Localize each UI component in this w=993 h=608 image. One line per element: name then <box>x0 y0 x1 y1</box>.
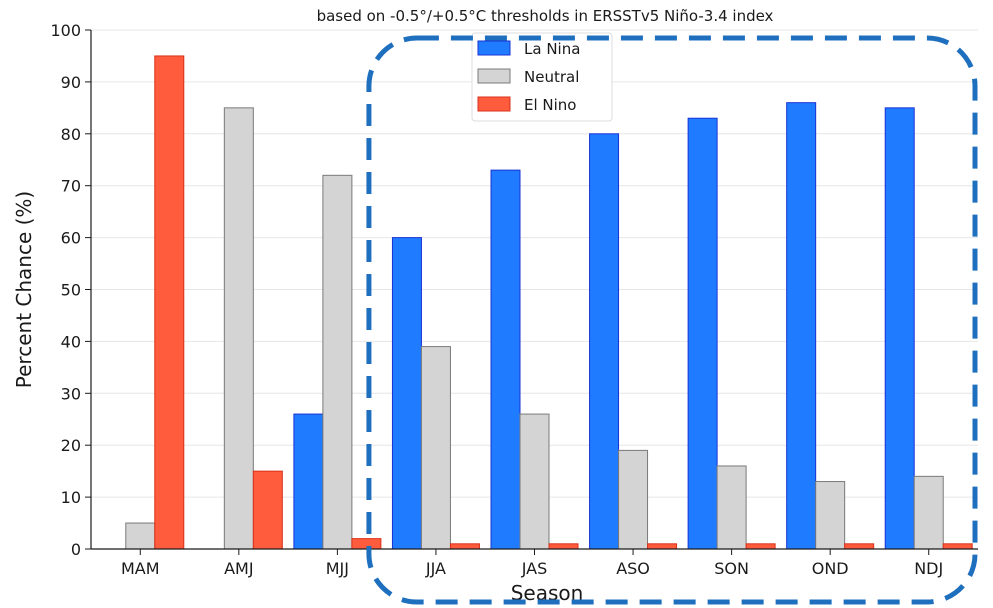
bar-neutral-ndj <box>913 475 944 550</box>
bar-neutral-ond <box>815 481 846 550</box>
y-tick-label: 60 <box>61 229 81 248</box>
x-tick-label: AMJ <box>224 559 253 578</box>
bar-el-nino-jja <box>449 543 480 550</box>
bars <box>96 55 973 550</box>
y-tick-label: 70 <box>61 177 81 196</box>
bar-la-nina-jja <box>391 237 422 550</box>
y-tick-label: 80 <box>61 125 81 144</box>
bar-la-nina-jas <box>490 169 521 550</box>
bar-el-nino-aso <box>647 543 678 550</box>
x-tick-label: JAS <box>521 559 548 578</box>
legend-swatch <box>477 68 511 84</box>
legend: La Nina Neutral El Nino <box>471 32 613 122</box>
bar-neutral-jas <box>519 413 550 550</box>
x-tick-label: SON <box>714 559 749 578</box>
y-tick-label: 100 <box>50 21 81 40</box>
x-tick-label: MAM <box>121 559 160 578</box>
y-axis-label: Percent Chance (%) <box>12 191 36 388</box>
legend-swatch <box>477 40 511 56</box>
x-tick-label: JJA <box>425 559 446 578</box>
bar-la-nina-ndj <box>884 107 915 550</box>
legend-swatch <box>477 96 511 112</box>
bar-la-nina-son <box>687 117 718 550</box>
bar-neutral-amj <box>223 107 254 550</box>
bar-neutral-aso <box>618 449 649 550</box>
bar-la-nina-ond <box>786 102 817 550</box>
annotation-dashed-box <box>366 35 978 605</box>
bar-neutral-mam <box>125 522 156 550</box>
bar-el-nino-son <box>745 543 776 550</box>
bar-neutral-jja <box>420 346 451 550</box>
bar-neutral-mjj <box>322 174 353 550</box>
x-tick-label: NDJ <box>914 559 943 578</box>
y-tick-label: 50 <box>61 281 81 300</box>
bar-la-nina-mjj <box>293 413 324 550</box>
x-tick-label: MJJ <box>326 559 349 578</box>
y-tick-label: 10 <box>61 488 81 507</box>
legend-label: El Nino <box>524 96 577 114</box>
bar-el-nino-ndj <box>942 543 973 550</box>
bar-neutral-son <box>716 465 747 550</box>
y-ticks: 0 10 20 30 40 50 60 70 80 90 100 <box>50 21 91 559</box>
x-tick-label: ASO <box>616 559 650 578</box>
y-tick-label: 20 <box>61 436 81 455</box>
bar-el-nino-amj <box>252 470 283 550</box>
bar-el-nino-jas <box>548 543 579 550</box>
y-tick-label: 40 <box>61 332 81 351</box>
bar-la-nina-aso <box>589 133 620 550</box>
legend-label: La Nina <box>524 40 580 58</box>
y-tick-label: 90 <box>61 73 81 92</box>
y-tick-label: 30 <box>61 384 81 403</box>
bar-el-nino-mam <box>154 55 185 550</box>
x-ticks: MAM AMJ MJJ JJA JAS ASO SON OND NDJ <box>121 549 943 578</box>
legend-label: Neutral <box>524 68 579 86</box>
y-tick-label: 0 <box>71 540 81 559</box>
bar-el-nino-ond <box>844 543 875 550</box>
chart-title: based on -0.5°/+0.5°C thresholds in ERSS… <box>317 7 774 25</box>
bar-el-nino-mjj <box>351 538 382 550</box>
x-tick-label: OND <box>812 559 849 578</box>
